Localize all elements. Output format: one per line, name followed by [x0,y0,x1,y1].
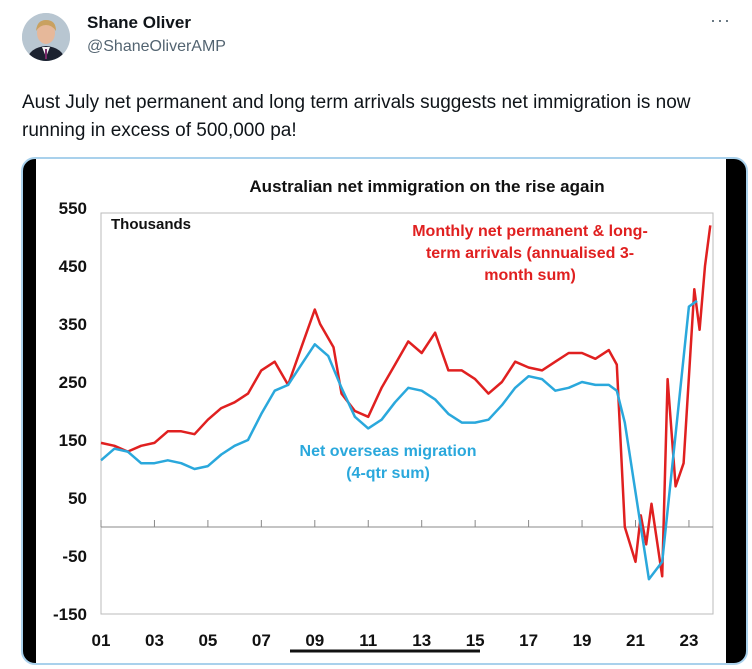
y-tick-label: -150 [53,605,87,624]
y-tick-label: 350 [59,315,87,334]
x-tick-label: 03 [145,631,164,650]
author-name[interactable]: Shane Oliver [87,13,191,32]
unit-label: Thousands [111,216,191,233]
x-tick-label: 11 [359,631,377,650]
y-tick-label: -50 [62,547,87,566]
tweet-text: Aust July net permanent and long term ar… [22,92,691,141]
plot-frame [100,212,714,615]
x-tick-label: 21 [626,631,645,650]
y-tick-label: 50 [68,489,87,508]
y-tick-label: 250 [59,373,87,392]
series-label-red: Monthly net permanent & long- [412,223,648,240]
x-tick-label: 17 [519,631,538,650]
x-tick-label: 23 [679,631,698,650]
tweet-media-chart[interactable]: Australian net immigration on the rise a… [21,157,748,665]
avatar[interactable] [22,13,70,61]
x-tick-label: 01 [92,631,111,650]
chart-title: Australian net immigration on the rise a… [249,177,604,196]
series-line-net-permanent-long-term-arrivals [100,225,712,578]
y-tick-label: 450 [59,257,87,276]
series-line-net-overseas-migration [100,299,698,581]
x-tick-label: 05 [198,631,217,650]
y-tick-label: 550 [59,199,87,218]
chart-background [36,159,726,663]
x-tick-label: 13 [412,631,431,650]
x-tick-label: 07 [252,631,271,650]
avatar-image [22,13,70,61]
author-handle[interactable]: @ShaneOliverAMP [87,38,226,55]
series-label-blue: Net overseas migration [300,443,477,460]
x-tick-label: 09 [305,631,324,650]
series-label-red: term arrivals (annualised 3- [426,245,634,262]
x-tick-label: 15 [466,631,485,650]
chart: Australian net immigration on the rise a… [36,159,726,663]
series-label-red: month sum) [484,267,576,284]
more-horizontal-icon[interactable]: ··· [710,10,731,30]
y-tick-label: 150 [59,431,87,450]
series-label-blue: (4-qtr sum) [346,465,430,482]
x-tick-label: 19 [573,631,592,650]
